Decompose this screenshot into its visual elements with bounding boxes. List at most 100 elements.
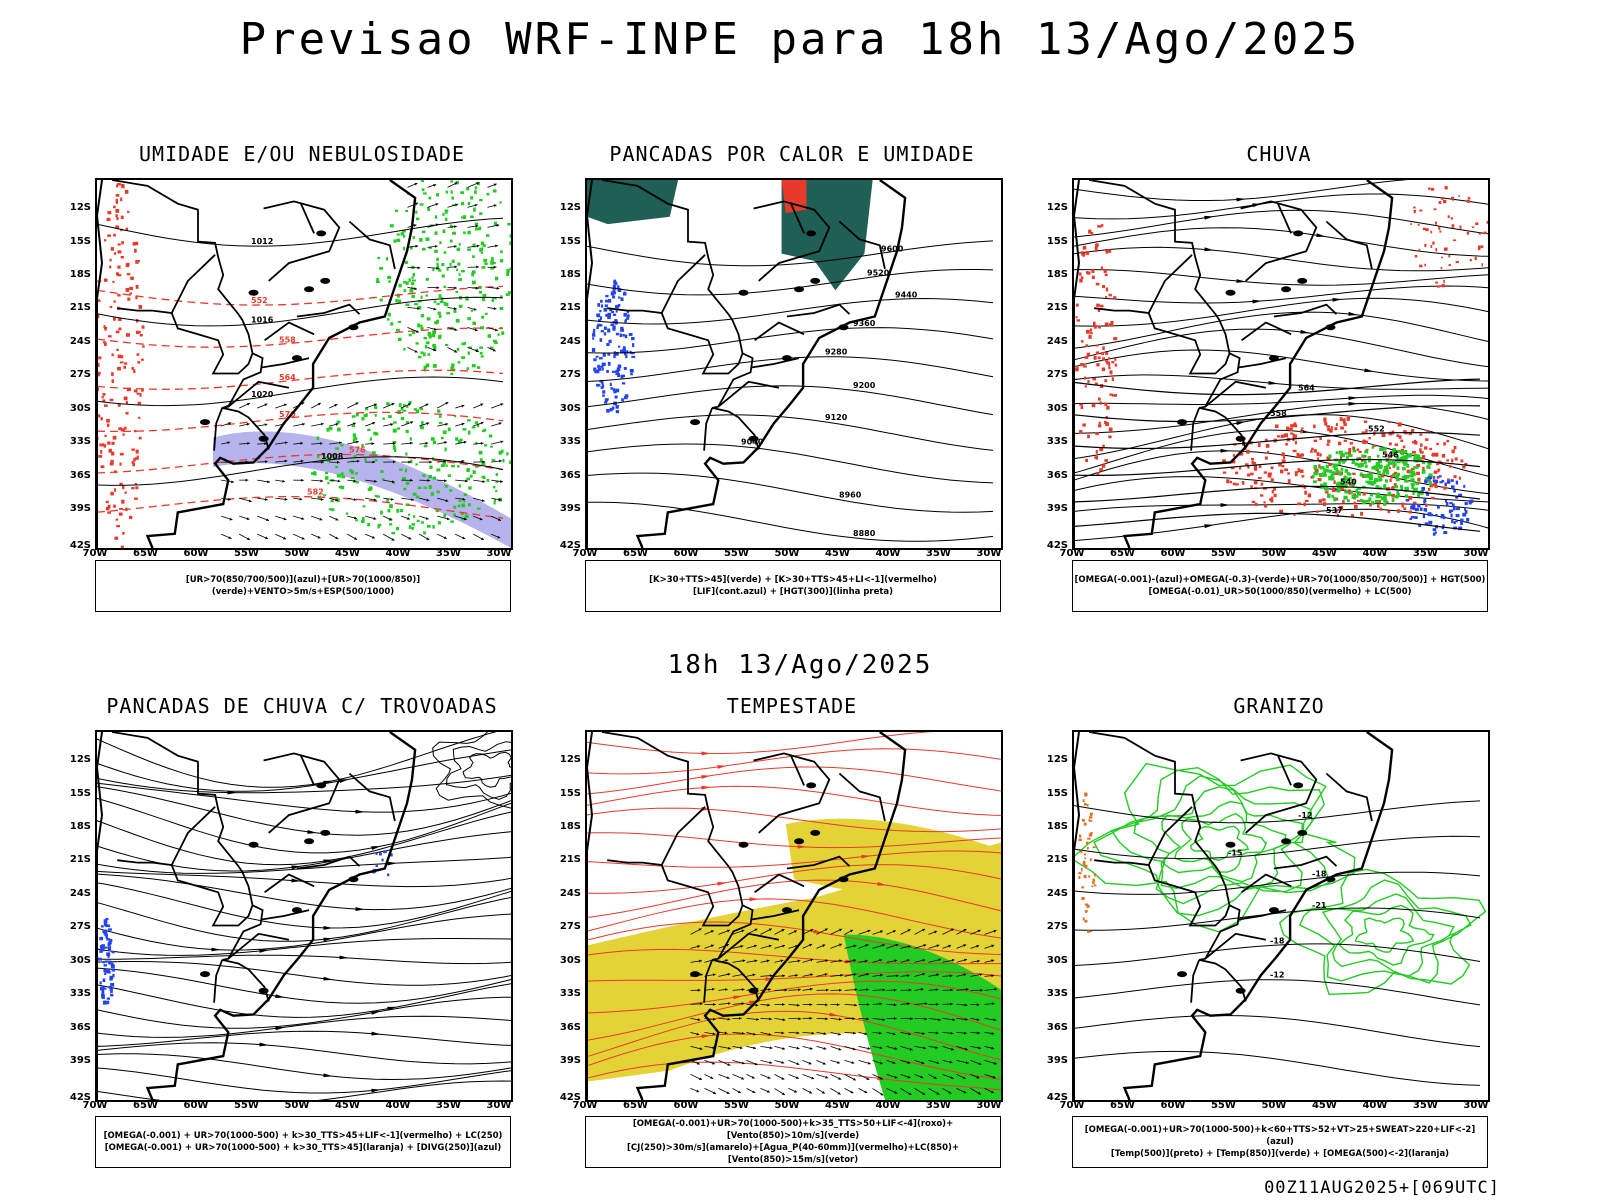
wind-vector-head	[809, 1016, 813, 1020]
shaded-cell	[1438, 475, 1442, 478]
shaded-cell	[383, 850, 387, 854]
shaded-cell	[499, 307, 504, 311]
shaded-cell	[1300, 453, 1304, 457]
isoline	[1074, 979, 1481, 1006]
wind-vector-head	[837, 1091, 841, 1095]
wind-vector-head	[712, 973, 716, 977]
wind-vector-head	[923, 1046, 927, 1050]
shaded-cell	[1342, 420, 1346, 424]
streamline-arrow	[1348, 311, 1358, 316]
shaded-cell	[1419, 264, 1423, 268]
state-border	[117, 254, 216, 314]
state-border	[790, 755, 805, 786]
shaded-cell	[1432, 532, 1436, 536]
wind-vector-head	[354, 537, 358, 540]
wind-vector-head	[388, 517, 392, 521]
streamline	[97, 873, 511, 911]
wind-vector-head	[825, 1075, 829, 1079]
shaded-cell	[1430, 496, 1435, 499]
streamline-arrow	[1236, 279, 1246, 283]
isoline	[1074, 907, 1481, 931]
lon-tick-label: 40W	[1362, 548, 1388, 559]
shaded-cell	[355, 519, 359, 522]
wind-vector-head	[500, 403, 504, 406]
shaded-cell	[410, 459, 413, 464]
lat-tick-label: 21S	[559, 854, 581, 866]
shaded-cell	[461, 517, 465, 521]
shaded-cell	[1453, 489, 1456, 493]
streamline-arrow	[339, 955, 349, 960]
wind-vector-head	[353, 516, 357, 520]
state-border	[1204, 932, 1267, 960]
wind-vector-head	[247, 537, 251, 540]
shaded-cell	[104, 342, 107, 347]
shaded-cell	[101, 925, 104, 928]
shaded-cell	[1314, 468, 1319, 473]
shaded-cell	[1419, 451, 1424, 454]
shaded-cell	[482, 475, 486, 479]
shaded-cell	[405, 481, 410, 485]
wind-vector-head	[425, 441, 429, 445]
shaded-cell	[1102, 285, 1106, 289]
lon-tick-label: 65W	[133, 1100, 158, 1111]
shaded-cell	[377, 525, 380, 529]
shaded-cell	[405, 209, 409, 213]
shaded-cell	[631, 355, 636, 358]
wind-vector-head	[924, 1002, 928, 1006]
wind-vector-head	[741, 1031, 745, 1035]
shaded-cell	[1440, 267, 1443, 270]
shaded-cell	[458, 278, 462, 282]
wind-vector-head	[476, 244, 480, 248]
shaded-cell	[138, 305, 143, 309]
lon-tick-label: 60W	[1160, 548, 1186, 559]
shaded-cell	[1410, 482, 1415, 486]
shaded-cell	[1297, 454, 1302, 459]
shaded-cell	[1100, 352, 1105, 355]
lat-tick-label: 27S	[69, 369, 91, 381]
shaded-cell	[1466, 517, 1470, 522]
lon-tick-label: 55W	[233, 548, 259, 559]
shaded-cell	[1404, 449, 1408, 453]
shaded-cell	[1079, 363, 1084, 367]
isoline-label: 546	[1382, 451, 1399, 460]
lat-tick-label: 42S	[1046, 1092, 1068, 1103]
shaded-cell	[1376, 470, 1381, 475]
lat-tick-label: 36S	[559, 469, 581, 481]
shaded-cell	[103, 444, 107, 448]
lon-tick-label: 35W	[1412, 548, 1438, 559]
isoline-label: -21	[1312, 901, 1327, 910]
wind-vector-head	[710, 930, 714, 933]
wind-vector-head	[907, 1061, 911, 1064]
shaded-cell	[612, 295, 616, 299]
shaded-cell	[1428, 481, 1432, 486]
shaded-cell	[1414, 440, 1418, 445]
shaded-cell	[398, 403, 402, 407]
shaded-cell	[420, 180, 425, 183]
streamline-arrow	[733, 995, 743, 1000]
shaded-cell	[125, 400, 128, 404]
shaded-cell	[478, 450, 483, 455]
shaded-cell	[597, 364, 600, 369]
shaded-cell	[1351, 479, 1355, 482]
streamline	[587, 732, 934, 755]
streamline	[587, 1033, 1001, 1080]
shaded-cell	[102, 978, 106, 983]
shaded-cell	[1443, 442, 1446, 446]
shaded-cell	[412, 492, 417, 496]
shaded-cell	[427, 207, 431, 211]
lake-marker	[1293, 782, 1304, 789]
streamline	[1074, 180, 1409, 201]
legend-line: [OMEGA(-0.001) + UR>70(1000-500) + k>30_…	[104, 1143, 502, 1153]
shaded-cell	[1312, 480, 1317, 484]
shaded-cell	[439, 241, 442, 245]
shaded-cell	[142, 345, 145, 348]
shaded-cell	[352, 433, 356, 438]
shaded-cell	[405, 452, 408, 456]
shaded-cell	[1424, 263, 1426, 267]
wind-vector-head	[992, 1075, 996, 1079]
wind-vector-head	[937, 1018, 941, 1022]
lon-tick-label: 70W	[1059, 1100, 1085, 1111]
shaded-cell	[445, 190, 449, 194]
shaded-cell	[118, 327, 122, 331]
shaded-cell	[1081, 252, 1086, 256]
